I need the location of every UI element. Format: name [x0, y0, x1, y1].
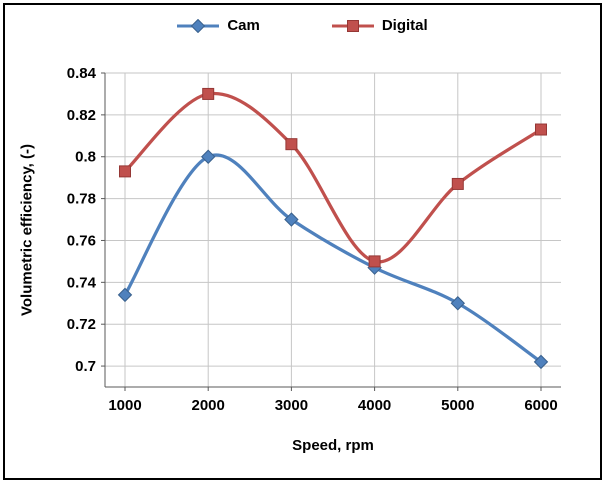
square-marker-icon — [368, 255, 381, 268]
x-axis-title: Speed, rpm — [292, 437, 374, 454]
diamond-marker-icon — [200, 149, 216, 164]
diamond-marker-icon — [191, 18, 206, 33]
y-tick-label: 0.76 — [67, 232, 96, 249]
series-line-cam — [123, 153, 543, 364]
square-marker-icon — [119, 165, 131, 178]
diamond-marker-icon — [450, 296, 466, 311]
square-marker-icon — [535, 123, 547, 136]
x-tick-label: 4000 — [358, 397, 391, 414]
x-tick-label: 6000 — [524, 397, 557, 414]
y-tick-label: 0.84 — [67, 65, 97, 82]
diamond-marker-icon — [117, 287, 133, 303]
square-marker-icon — [202, 87, 215, 100]
y-tick-label: 0.82 — [67, 107, 96, 124]
y-tick-label: 0.72 — [67, 316, 96, 333]
legend-label-cam: Cam — [227, 17, 260, 34]
diamond-marker-icon — [284, 212, 299, 227]
chart-frame: Cam Digital Volumetric efficiency, (-) 0… — [3, 3, 602, 480]
digital-legend-marker-icon — [331, 19, 374, 32]
square-marker-icon — [451, 177, 464, 190]
x-tick-label: 1000 — [108, 397, 141, 414]
cam-legend-marker-icon — [177, 18, 220, 33]
chart-legend: Cam Digital — [5, 17, 600, 34]
x-tick-label: 3000 — [275, 397, 308, 414]
x-tick-label: 2000 — [192, 397, 225, 414]
chart-plot-area: 0.7 0.72 0.74 0.76 0.78 0.8 0.82 0.84 1000 2000 30… — [67, 65, 561, 414]
legend-label-digital: Digital — [381, 17, 428, 34]
square-marker-icon — [285, 138, 298, 151]
diamond-marker-icon — [533, 354, 549, 370]
square-marker-icon — [346, 19, 359, 32]
legend-item-cam: Cam — [177, 17, 260, 34]
y-tick-label: 0.8 — [75, 149, 96, 166]
y-tick-label: 0.7 — [75, 358, 96, 375]
legend-item-digital: Digital — [331, 17, 428, 34]
y-tick-label: 0.78 — [67, 191, 96, 208]
y-tick-label: 0.74 — [67, 274, 97, 291]
x-tick-label: 5000 — [441, 397, 474, 414]
